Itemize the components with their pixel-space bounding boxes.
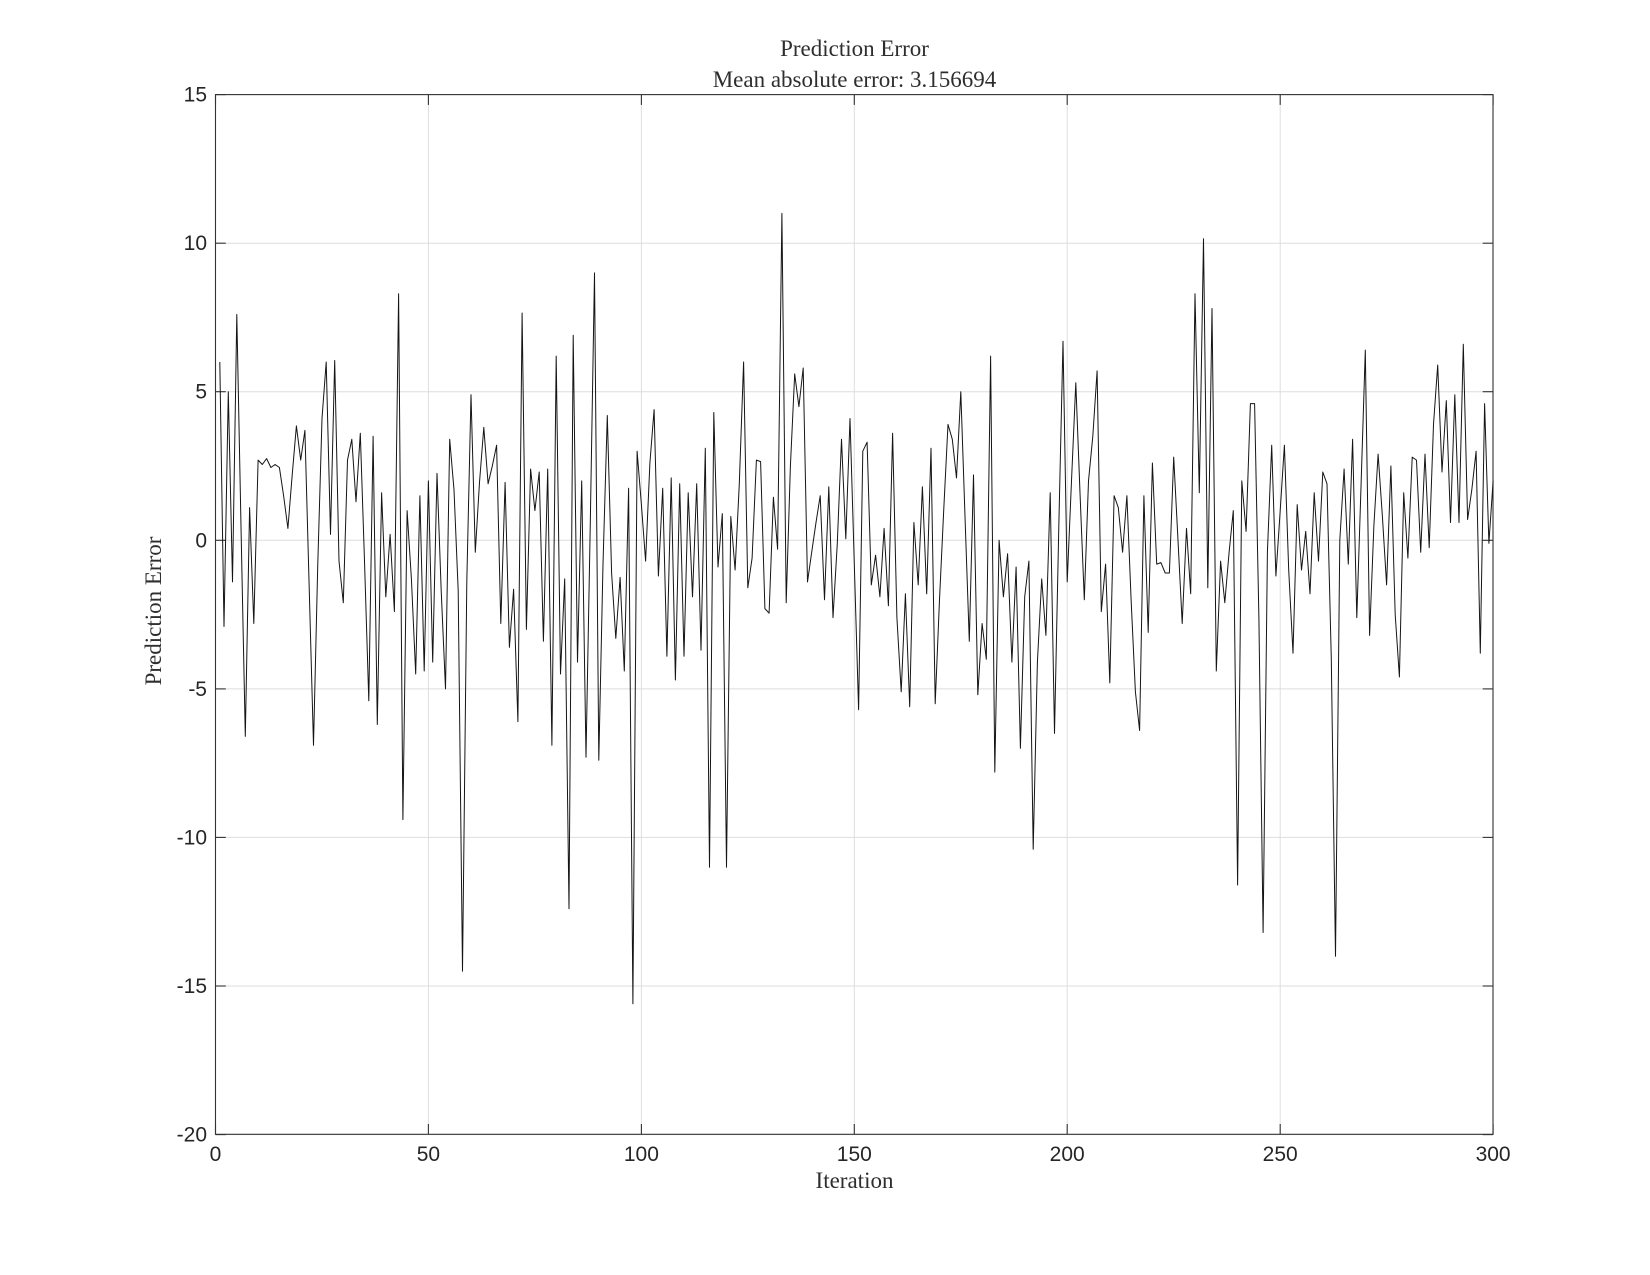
svg-text:-5: -5	[188, 678, 207, 701]
svg-text:-15: -15	[177, 975, 207, 998]
svg-text:15: 15	[184, 84, 207, 107]
svg-text:300: 300	[1476, 1143, 1511, 1166]
svg-text:5: 5	[195, 381, 207, 404]
svg-text:150: 150	[837, 1143, 872, 1166]
svg-text:200: 200	[1050, 1143, 1085, 1166]
svg-text:250: 250	[1263, 1143, 1298, 1166]
svg-text:Prediction Error: Prediction Error	[141, 536, 166, 685]
svg-text:0: 0	[210, 1143, 222, 1166]
svg-text:10: 10	[184, 232, 207, 255]
svg-text:Mean absolute error: 3.156694: Mean absolute error: 3.156694	[713, 67, 997, 92]
svg-text:0: 0	[195, 529, 207, 552]
svg-text:-10: -10	[177, 826, 207, 849]
svg-text:Prediction Error: Prediction Error	[780, 36, 929, 61]
svg-text:50: 50	[417, 1143, 440, 1166]
svg-text:Iteration: Iteration	[816, 1168, 894, 1193]
svg-text:-20: -20	[177, 1124, 207, 1147]
svg-text:100: 100	[624, 1143, 659, 1166]
